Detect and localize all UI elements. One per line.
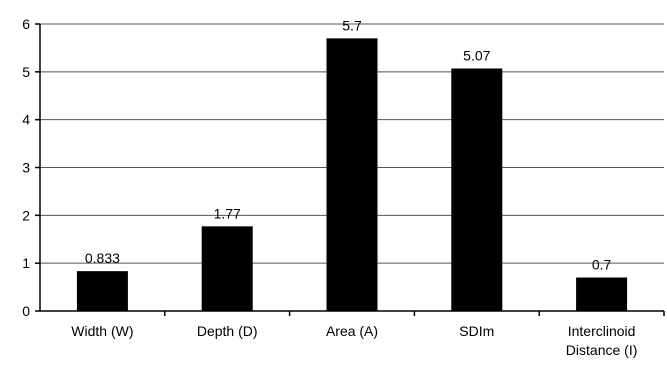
data-label: 5.7 <box>342 17 362 33</box>
bars <box>76 38 628 311</box>
data-labels: 0.833 1.77 5.7 5.07 0.7 <box>85 17 612 272</box>
y-tick-label: 1 <box>22 255 30 271</box>
bar <box>76 271 128 311</box>
y-tick-label: 3 <box>22 160 30 176</box>
bar <box>201 226 253 311</box>
data-label: 5.07 <box>463 47 490 63</box>
y-axis-ticks: 0 1 2 3 4 5 6 <box>22 16 665 319</box>
y-tick-label: 0 <box>22 303 30 319</box>
x-axis-labels: Width (W) Depth (D) Area (A) SDIm Interclino… <box>71 323 637 358</box>
bar <box>326 38 378 311</box>
x-tick-label: Depth (D) <box>197 323 258 339</box>
bar <box>451 68 503 311</box>
y-tick-label: 6 <box>22 16 30 32</box>
x-tick-label: SDIm <box>459 323 494 339</box>
x-tick-label: Area (A) <box>326 323 378 339</box>
data-label: 1.77 <box>214 205 241 221</box>
y-tick-label: 5 <box>22 64 30 80</box>
x-tick-label: Interclinoid Distance (I) <box>566 323 638 358</box>
y-tick-label: 4 <box>22 112 30 128</box>
x-tick-label: Width (W) <box>71 323 133 339</box>
data-label: 0.7 <box>592 257 612 273</box>
data-label: 0.833 <box>85 250 120 266</box>
bar <box>576 277 628 311</box>
y-tick-label: 2 <box>22 207 30 223</box>
